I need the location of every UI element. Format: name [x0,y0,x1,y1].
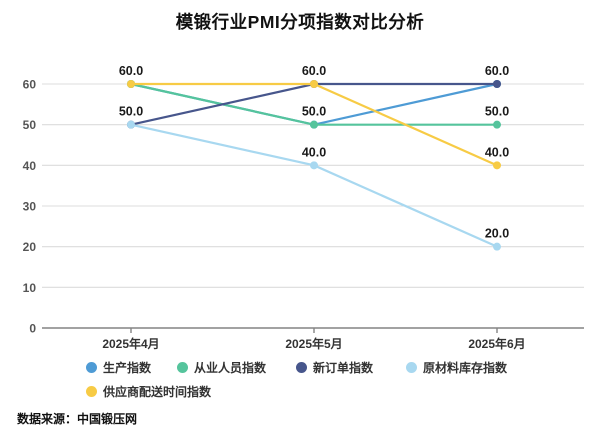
svg-text:60.0: 60.0 [119,64,143,78]
svg-text:20.0: 20.0 [485,227,509,241]
chart-title: 模锻行业PMI分项指数对比分析 [175,12,425,32]
svg-text:10: 10 [23,281,37,295]
legend-dot-icon [406,361,417,373]
legend-label: 从业人员指数 [194,360,267,375]
svg-text:2025年6月: 2025年6月 [468,336,525,351]
legend-dot-icon [177,361,188,373]
svg-text:2025年4月: 2025年4月 [102,336,159,351]
data-source-note: 数据来源：中国锻压网 [17,412,138,426]
svg-text:20: 20 [23,240,37,254]
legend-dot-icon [86,385,97,397]
legend-item-supplier-delivery-time-index: 供应商配送时间指数 [86,383,211,400]
legend-item-production-index: 生产指数 [86,359,177,376]
svg-text:40.0: 40.0 [485,145,509,159]
line-chart-canvas: 0 10 20 30 40 50 60 2025年4月 2025年5月 2025年6月 60.0 50… [23,64,584,351]
legend-dot-icon [296,361,307,373]
svg-text:50.0: 50.0 [119,105,143,119]
chart-legend: 生产指数 从业人员指数 新订单指数 原材料库存指数 供应商配送时间指数 [86,355,507,403]
svg-text:2025年5月: 2025年5月 [285,336,342,351]
svg-text:50.0: 50.0 [302,105,326,119]
legend-label: 生产指数 [103,360,152,375]
svg-text:30: 30 [23,200,37,214]
svg-text:60.0: 60.0 [302,64,326,78]
svg-text:0: 0 [29,322,36,336]
svg-text:50: 50 [23,118,37,132]
legend-label: 原材料库存指数 [423,360,508,375]
svg-text:40.0: 40.0 [302,145,326,159]
legend-item-employees-index: 从业人员指数 [177,359,296,376]
svg-text:60: 60 [23,78,37,92]
svg-text:50.0: 50.0 [485,105,509,119]
legend-item-new-orders-index: 新订单指数 [296,359,406,376]
legend-dot-icon [86,361,97,373]
legend-item-raw-material-inventory-index: 原材料库存指数 [406,359,507,376]
legend-label: 新订单指数 [313,360,374,375]
legend-label: 供应商配送时间指数 [103,384,212,399]
svg-text:60.0: 60.0 [485,64,509,78]
svg-text:40: 40 [23,159,37,173]
